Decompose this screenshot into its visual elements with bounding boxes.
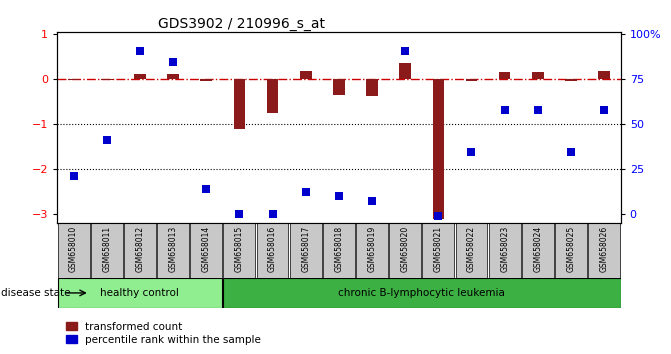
FancyBboxPatch shape (588, 223, 620, 278)
Text: GSM658014: GSM658014 (202, 226, 211, 272)
Text: GSM658012: GSM658012 (136, 226, 144, 272)
Text: chronic B-lymphocytic leukemia: chronic B-lymphocytic leukemia (338, 288, 505, 298)
Bar (234, 79, 245, 129)
FancyBboxPatch shape (389, 223, 421, 278)
Text: GSM658011: GSM658011 (102, 226, 111, 272)
Text: GSM658013: GSM658013 (168, 226, 178, 272)
Text: disease state: disease state (1, 288, 71, 298)
Point (566, 149, 576, 155)
Point (201, 187, 211, 192)
Text: GSM658015: GSM658015 (235, 226, 244, 272)
Point (168, 59, 178, 65)
Bar (599, 72, 610, 79)
Point (333, 193, 344, 199)
Point (301, 189, 311, 194)
FancyBboxPatch shape (124, 223, 156, 278)
Text: GSM658022: GSM658022 (467, 226, 476, 272)
Text: GSM658021: GSM658021 (434, 226, 443, 272)
FancyBboxPatch shape (157, 223, 189, 278)
FancyBboxPatch shape (356, 223, 388, 278)
Bar (300, 72, 311, 79)
FancyBboxPatch shape (290, 223, 321, 278)
Point (234, 211, 245, 217)
Bar (201, 79, 212, 81)
Text: GDS3902 / 210996_s_at: GDS3902 / 210996_s_at (158, 17, 325, 31)
Bar (399, 63, 411, 79)
FancyBboxPatch shape (223, 278, 621, 308)
Bar (499, 72, 511, 79)
Point (599, 107, 609, 113)
Bar (267, 79, 278, 113)
Bar (366, 79, 378, 96)
Text: GSM658023: GSM658023 (500, 226, 509, 272)
Text: GSM658024: GSM658024 (533, 226, 542, 272)
Point (532, 107, 543, 113)
FancyBboxPatch shape (191, 223, 222, 278)
Point (499, 107, 510, 113)
Point (267, 211, 278, 217)
Bar (433, 79, 444, 218)
Point (400, 48, 411, 54)
FancyBboxPatch shape (58, 278, 222, 308)
Bar (101, 79, 113, 80)
Bar (565, 79, 577, 81)
Text: healthy control: healthy control (101, 288, 179, 298)
Bar (333, 79, 345, 95)
Point (366, 199, 377, 204)
Point (101, 137, 112, 143)
FancyBboxPatch shape (256, 223, 289, 278)
FancyBboxPatch shape (488, 223, 521, 278)
Text: GSM658026: GSM658026 (600, 226, 609, 272)
Text: GSM658018: GSM658018 (334, 226, 344, 272)
FancyBboxPatch shape (58, 223, 89, 278)
Bar (532, 72, 544, 79)
Bar (167, 74, 179, 79)
Text: GSM658025: GSM658025 (566, 226, 576, 272)
FancyBboxPatch shape (423, 223, 454, 278)
FancyBboxPatch shape (91, 223, 123, 278)
Point (68, 173, 79, 179)
FancyBboxPatch shape (522, 223, 554, 278)
Point (135, 48, 146, 54)
Text: GSM658020: GSM658020 (401, 226, 410, 272)
FancyBboxPatch shape (456, 223, 487, 278)
Bar (466, 79, 477, 81)
Bar (68, 79, 79, 80)
Text: GSM658019: GSM658019 (368, 226, 376, 272)
Text: GSM658016: GSM658016 (268, 226, 277, 272)
Point (466, 149, 477, 155)
Bar (134, 74, 146, 79)
FancyBboxPatch shape (323, 223, 355, 278)
FancyBboxPatch shape (555, 223, 587, 278)
FancyBboxPatch shape (223, 223, 255, 278)
Text: GSM658010: GSM658010 (69, 226, 78, 272)
Point (433, 213, 444, 219)
Legend: transformed count, percentile rank within the sample: transformed count, percentile rank withi… (62, 317, 265, 349)
Text: GSM658017: GSM658017 (301, 226, 310, 272)
